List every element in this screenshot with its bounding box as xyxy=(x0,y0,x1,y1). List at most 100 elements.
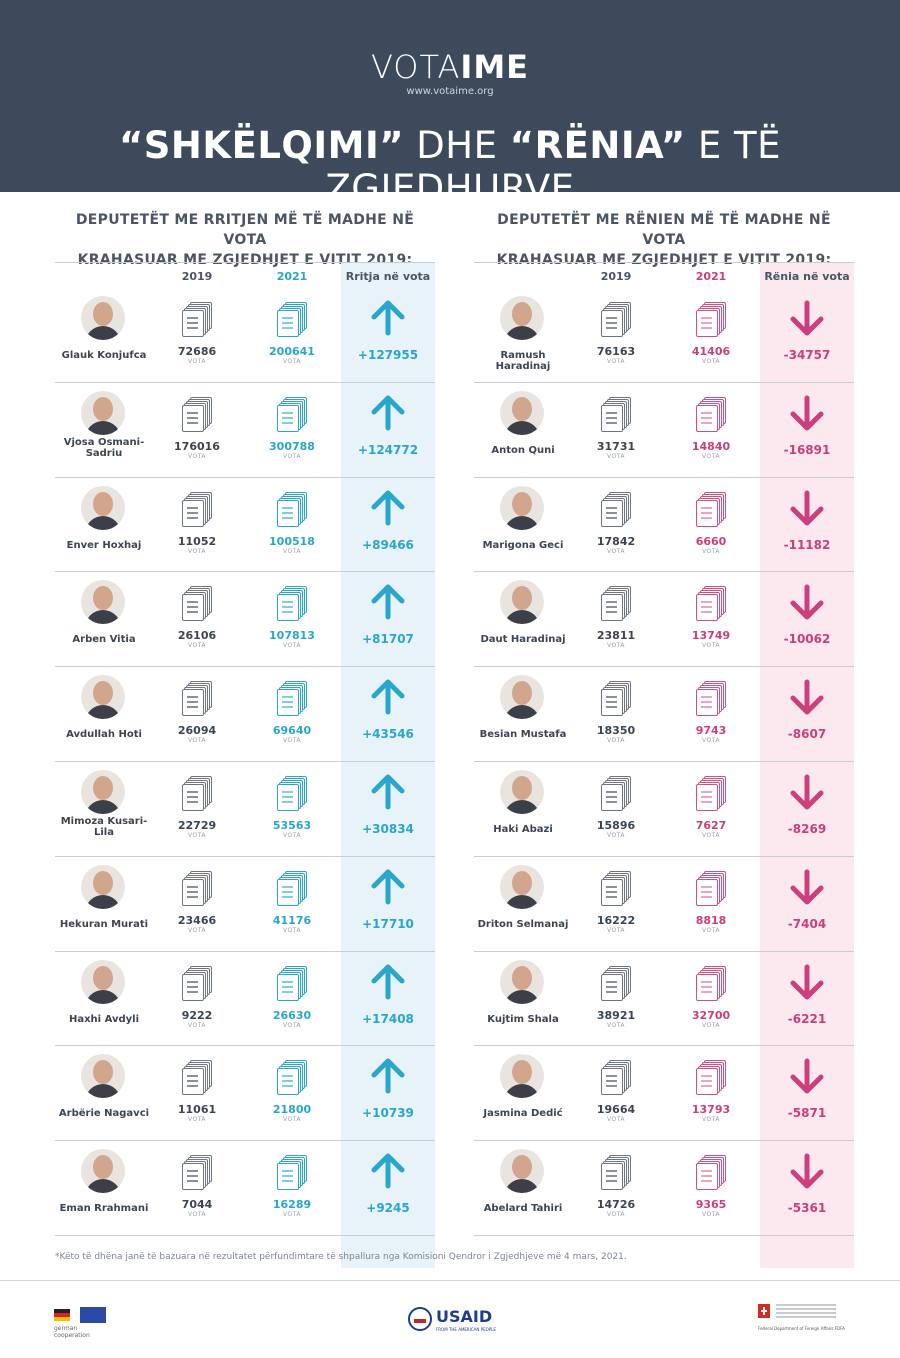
ballot-stack-icon xyxy=(182,491,214,528)
table-row: Daut Haradinaj 23811 VOTA 13749 VOTA -10062 xyxy=(474,572,854,668)
votes-label: VOTA xyxy=(701,926,721,934)
ballot-stack-icon xyxy=(696,302,728,338)
ballot-stack-icon xyxy=(696,965,728,1002)
avatar xyxy=(500,959,544,1004)
votes-label: VOTA xyxy=(701,452,721,460)
arrow-down-icon xyxy=(790,774,824,810)
votes-label: VOTA xyxy=(187,1021,207,1029)
person-name: Hekuran Murati xyxy=(59,918,149,930)
votes-2021: 69640 xyxy=(272,724,312,738)
votes-2019: 76163 xyxy=(596,345,636,358)
votes-label: VOTA xyxy=(187,452,207,460)
ballot-stack-icon xyxy=(182,302,214,338)
votes-label: VOTA xyxy=(701,1211,721,1219)
arrow-up-icon xyxy=(371,964,405,1000)
person-name: Abelard Tahiri xyxy=(483,1203,563,1215)
avatar xyxy=(500,390,544,435)
vote-decrease: -5361 xyxy=(787,1201,827,1216)
ballot-stack-icon xyxy=(182,396,214,433)
votes-2019: 26106 xyxy=(177,629,217,643)
person-name: Glauk Konjufca xyxy=(61,350,147,361)
col-2021: 2021 xyxy=(276,270,308,283)
avatar xyxy=(81,675,125,720)
ballot-stack-icon xyxy=(696,491,728,528)
votes-2019: 17842 xyxy=(596,534,636,548)
arrow-down-icon xyxy=(790,490,824,526)
col-2019: 2019 xyxy=(600,270,632,283)
vote-increase: +17408 xyxy=(362,1011,414,1026)
increase-panel: DEPUTETËT ME RRITJEN MË TË MADHE NË VOTA… xyxy=(55,210,435,1268)
votes-2019: 18350 xyxy=(596,724,636,738)
ballot-stack-icon xyxy=(277,396,309,433)
table-row: Vjosa Osmani-Sadriu 176016 VOTA 300788 VOTA +… xyxy=(55,383,435,478)
votes-label: VOTA xyxy=(701,547,721,555)
person-name: Marigona Geci xyxy=(482,539,564,551)
avatar xyxy=(500,580,544,625)
ballot-stack-icon xyxy=(696,870,728,907)
vote-increase: +124772 xyxy=(357,442,419,457)
col-decrease: Rënia në vota xyxy=(764,270,850,283)
votes-label: VOTA xyxy=(282,1211,302,1219)
person-name: Jasmina Dedić xyxy=(483,1108,563,1120)
vote-decrease: -6221 xyxy=(787,1011,827,1026)
table-row: Kujtim Shala 38921 VOTA 32700 VOTA -6221 xyxy=(474,952,854,1047)
arrow-up-icon xyxy=(371,300,405,336)
decrease-column-highlight xyxy=(760,263,854,1268)
votes-label: VOTA xyxy=(187,358,207,365)
person-name: Eman Rrahmani xyxy=(59,1203,149,1215)
votes-label: VOTA xyxy=(187,831,207,839)
vote-decrease: -10062 xyxy=(783,632,831,647)
avatar xyxy=(81,390,125,435)
votes-label: VOTA xyxy=(606,358,626,365)
table-row: Avdullah Hoti 26094 VOTA 69640 VOTA +43546 xyxy=(55,667,435,762)
vote-increase: +30834 xyxy=(362,821,414,836)
votes-2021: 53563 xyxy=(272,818,312,832)
votes-2019: 26094 xyxy=(177,724,217,738)
votes-2021: 9743 xyxy=(695,724,727,738)
decrease-panel: DEPUTETËT ME RËNIEN MË TË MADHE NË VOTA … xyxy=(474,210,854,1268)
arrow-up-icon xyxy=(371,490,405,526)
votes-label: VOTA xyxy=(282,1116,302,1124)
votes-2021: 9365 xyxy=(695,1198,727,1212)
avatar xyxy=(500,1054,544,1099)
person-name: Arben Vitia xyxy=(72,634,136,646)
table-row: Anton Quni 31731 VOTA 14840 VOTA -16891 xyxy=(474,383,854,478)
ballot-stack-icon xyxy=(696,396,728,433)
votes-2021: 100518 xyxy=(269,534,315,548)
ballot-stack-icon xyxy=(277,681,309,717)
arrow-down-icon xyxy=(790,1058,824,1094)
vote-increase: +127955 xyxy=(357,348,419,362)
ballot-stack-icon xyxy=(182,586,214,622)
person-name: Haxhi Avdyli xyxy=(68,1013,140,1025)
vote-decrease: -8607 xyxy=(787,727,827,742)
avatar xyxy=(81,580,125,625)
avatar xyxy=(81,769,125,814)
votes-label: VOTA xyxy=(282,642,302,650)
person-name: Driton Selmanaj xyxy=(477,918,569,930)
arrow-up-icon xyxy=(371,679,405,715)
website-link[interactable]: www.votaime.org xyxy=(406,86,494,97)
person-name: Kujtim Shala xyxy=(487,1013,559,1025)
table-row: Ramush Haradinaj 76163 VOTA 41406 VOTA -34757 xyxy=(474,288,854,383)
avatar xyxy=(81,1149,125,1194)
votes-label: VOTA xyxy=(606,831,626,839)
avatar xyxy=(81,959,125,1004)
table-row: Haxhi Avdyli 9222 VOTA 26630 VOTA +17408 xyxy=(55,952,435,1047)
votes-2021: 300788 xyxy=(269,439,315,453)
vote-increase: +9245 xyxy=(366,1201,410,1216)
arrow-down-icon xyxy=(790,395,824,431)
avatar xyxy=(500,864,544,909)
votes-2021: 16289 xyxy=(272,1198,312,1212)
decrease-panel-title: DEPUTETËT ME RËNIEN MË TË MADHE NË VOTA … xyxy=(496,212,832,268)
increase-panel-title: DEPUTETËT ME RRITJEN MË TË MADHE NË VOTA… xyxy=(75,212,415,268)
table-row: Enver Hoxhaj 11052 VOTA 100518 VOTA +89466 xyxy=(55,478,435,573)
table-row: Haki Abazi 15896 VOTA 7627 VOTA -8269 xyxy=(474,762,854,857)
ballot-stack-icon xyxy=(696,775,728,812)
votes-2019: 38921 xyxy=(596,1008,636,1022)
votes-2021: 41406 xyxy=(691,345,731,358)
votes-2021: 21800 xyxy=(272,1103,312,1117)
avatar xyxy=(81,864,125,909)
votes-2021: 6660 xyxy=(695,534,727,548)
ballot-stack-icon xyxy=(601,302,633,338)
ballot-stack-icon xyxy=(182,1155,214,1191)
